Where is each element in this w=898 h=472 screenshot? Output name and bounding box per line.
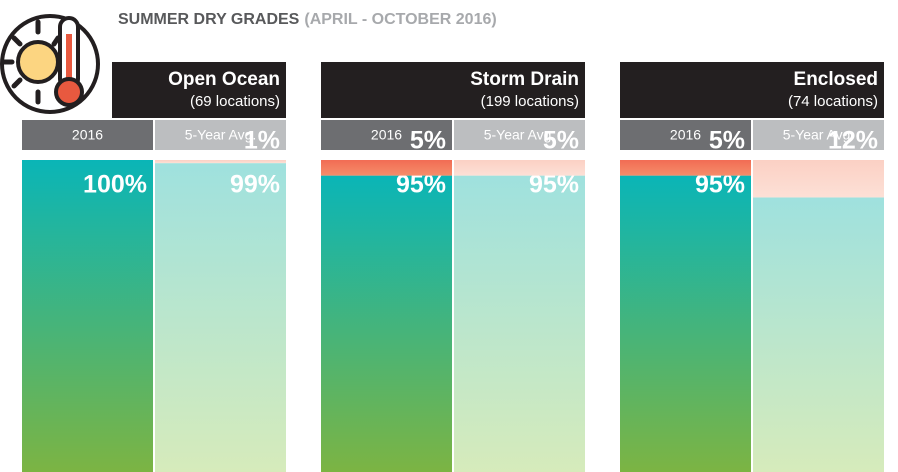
panel-name: Enclosed <box>794 69 878 90</box>
column-header <box>155 120 286 150</box>
bar-segment <box>454 175 585 472</box>
value-label: 12% <box>828 127 878 155</box>
column-header <box>620 120 751 150</box>
column-label: 5-Year Avg. <box>484 127 556 143</box>
bar-segment <box>22 160 153 472</box>
bar-segment <box>155 163 286 472</box>
column-header <box>22 120 153 150</box>
value-label: 99% <box>230 171 280 199</box>
icon <box>0 14 100 114</box>
value-label: 5% <box>543 127 579 155</box>
panel-note: (74 locations) <box>788 93 878 110</box>
value-label: 100% <box>83 171 147 199</box>
bar-segment <box>155 160 286 164</box>
title: SUMMER DRY GRADES <box>118 11 300 28</box>
bar-segment <box>454 160 585 176</box>
column-header <box>753 120 884 150</box>
value-label: 5% <box>709 127 745 155</box>
panel-name: Open Ocean <box>168 69 280 90</box>
bar-segment <box>620 175 751 472</box>
column-label: 2016 <box>670 127 701 143</box>
panel-note: (69 locations) <box>190 93 280 110</box>
subtitle: (APRIL - OCTOBER 2016) <box>304 11 496 28</box>
column-label: 5-Year Avg. <box>783 127 855 143</box>
panel-note: (199 locations) <box>481 93 579 110</box>
column-header <box>321 120 452 150</box>
value-label: 1% <box>244 127 280 155</box>
column-label: 5-Year Avg. <box>185 127 257 143</box>
value-label: 5% <box>410 127 446 155</box>
bar-segment <box>753 160 884 198</box>
bar-segment <box>321 175 452 472</box>
column-label: 2016 <box>371 127 402 143</box>
column-header <box>454 120 585 150</box>
chart-title: SUMMER DRY GRADES (APRIL - OCTOBER 2016) <box>118 11 497 28</box>
column-label: 2016 <box>72 127 103 143</box>
bar-segment <box>321 160 452 176</box>
panel-header <box>112 62 286 118</box>
bar-segment <box>753 197 884 472</box>
panel-header <box>321 62 585 118</box>
panel-header <box>620 62 884 118</box>
bar-segment <box>620 160 751 176</box>
panel-name: Storm Drain <box>470 69 579 90</box>
